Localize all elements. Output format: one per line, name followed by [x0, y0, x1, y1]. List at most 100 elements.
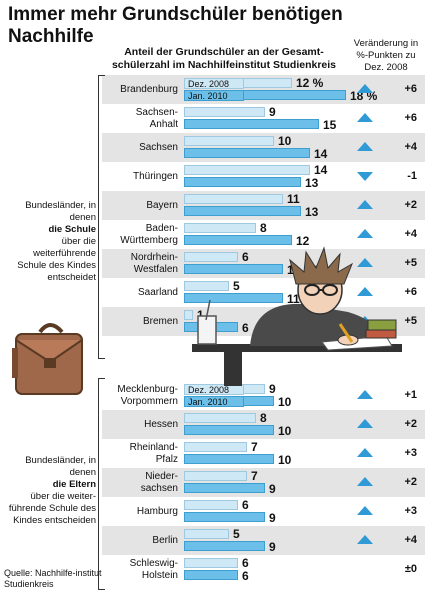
value-label-2008: 10	[278, 134, 292, 148]
change-indicator: +6	[357, 286, 417, 298]
value-label-2008: 5	[233, 527, 240, 541]
chart-row: Baden- Württemberg 8 12 +4	[102, 220, 425, 249]
bar-jan-2010	[184, 425, 274, 435]
source-note: Quelle: Nachhilfe-institut Studienkreis	[4, 568, 102, 589]
value-label-2010: 18 %	[350, 89, 378, 103]
value-label-2008: 1	[197, 308, 204, 322]
bar-dez-2008	[184, 310, 193, 320]
bar-jan-2010	[184, 177, 301, 187]
legend-dez-2008: Dez. 2008	[184, 384, 244, 395]
bar-jan-2010	[184, 570, 238, 580]
category-label: Sachsen	[139, 142, 178, 153]
change-indicator: +2	[357, 418, 417, 430]
change-value: +6	[404, 286, 417, 298]
value-label-2008: 6	[242, 498, 249, 512]
bar-dez-2008	[184, 223, 256, 233]
arrow-up-icon	[357, 477, 373, 486]
value-label-2010: 6	[242, 569, 249, 583]
category-label: Hessen	[144, 419, 178, 430]
change-indicator: +4	[357, 141, 417, 153]
bar-dez-2008	[184, 471, 247, 481]
bar-dez-2008	[184, 442, 247, 452]
change-value: +5	[404, 315, 417, 327]
bar-dez-2008	[184, 194, 283, 204]
arrow-up-icon	[357, 535, 373, 544]
value-label-2010: 6	[242, 321, 249, 335]
change-value: +5	[404, 257, 417, 269]
value-label-2010: 10	[278, 453, 292, 467]
legend-jan-2010: Jan. 2010	[184, 90, 244, 101]
bar-dez-2008	[184, 165, 310, 175]
change-value: +2	[404, 418, 417, 430]
bar-jan-2010	[184, 119, 319, 129]
bar-jan-2010	[184, 541, 265, 551]
value-label-2008: 14	[314, 163, 328, 177]
change-indicator: +6	[357, 112, 417, 124]
category-label: Thüringen	[132, 171, 178, 182]
category-label: Nordrhein- Westfalen	[130, 252, 178, 275]
category-label: Brandenburg	[120, 84, 178, 95]
value-label-2010: 10	[278, 424, 292, 438]
change-indicator: +4	[357, 534, 417, 546]
change-indicator: +1	[357, 389, 417, 401]
change-value: ±0	[404, 563, 417, 575]
value-label-2010: 12	[296, 234, 310, 248]
category-label: Rheinland- Pfalz	[129, 442, 178, 465]
value-label-2008: 7	[251, 469, 258, 483]
arrow-up-icon	[357, 506, 373, 515]
chart-row: Nieder- sachsen 7 9 +2	[102, 468, 425, 497]
change-value: +2	[404, 199, 417, 211]
category-label: Baden- Württemberg	[120, 223, 178, 246]
chart-row: Bayern 11 13 +2	[102, 191, 425, 220]
change-indicator: +3	[357, 505, 417, 517]
value-label-2008: 12 %	[296, 76, 324, 90]
schoolbag-illustration	[12, 323, 83, 395]
value-label-2010: 11	[287, 292, 300, 306]
bar-jan-2010	[184, 148, 310, 158]
chart-row: Mecklenburg- Vorpommern 9 10 +1 Dez. 2008 Jan…	[102, 381, 425, 410]
group-schule-bracket	[98, 75, 105, 359]
chart-row: Hamburg 6 9 +3	[102, 497, 425, 526]
chart-row: Berlin 5 9 +4	[102, 526, 425, 555]
bar-dez-2008	[184, 558, 238, 568]
arrow-up-icon	[357, 200, 373, 209]
bar-dez-2008	[184, 107, 265, 117]
category-label: Bremen	[142, 316, 178, 327]
category-label: Nieder- sachsen	[140, 471, 178, 494]
group-eltern-text: Bundesländer, in denen die Eltern über d…	[8, 455, 96, 526]
change-indicator: -1	[357, 170, 417, 182]
value-label-2008: 9	[269, 382, 276, 396]
chart-row: Schleswig- Holstein 6 6 ±0	[102, 555, 425, 584]
category-label: Hamburg	[136, 506, 178, 517]
arrow-up-icon	[357, 419, 373, 428]
value-label-2008: 8	[260, 411, 267, 425]
bar-jan-2010	[184, 293, 283, 303]
value-label-2008: 11	[287, 192, 300, 206]
value-label-2010: 13	[305, 205, 319, 219]
chart-title: Immer mehr Grundschüler benötigen Nachhi…	[8, 4, 343, 47]
value-label-2008: 5	[233, 279, 240, 293]
bar-jan-2010	[184, 483, 265, 493]
bar-jan-2010	[184, 235, 292, 245]
category-label: Berlin	[152, 535, 178, 546]
category-label: Mecklenburg- Vorpommern	[117, 384, 178, 407]
change-indicator: +2	[357, 199, 417, 211]
change-value: +3	[404, 505, 417, 517]
value-label-2008: 6	[242, 250, 249, 264]
arrow-up-icon	[357, 229, 373, 238]
arrow-up-icon	[357, 142, 373, 151]
change-indicator: +2	[357, 476, 417, 488]
bar-jan-2010	[184, 206, 301, 216]
value-label-2008: 9	[269, 105, 276, 119]
bar-jan-2010	[184, 264, 283, 274]
change-value: +2	[404, 476, 417, 488]
bar-jan-2010	[184, 454, 274, 464]
change-indicator: ±0	[357, 563, 417, 575]
value-label-2010: 14	[314, 147, 328, 161]
change-indicator: +5	[357, 257, 417, 269]
value-label-2008: 6	[242, 556, 249, 570]
bar-jan-2010	[184, 512, 265, 522]
category-label: Bayern	[146, 200, 178, 211]
arrow-up-icon	[357, 390, 373, 399]
value-label-2008: 7	[251, 440, 258, 454]
